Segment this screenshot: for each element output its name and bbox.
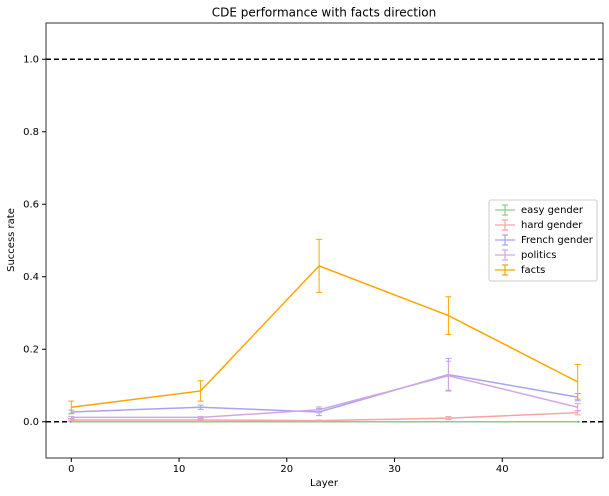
legend-label: easy gender: [521, 205, 584, 216]
error-bar: [68, 418, 75, 422]
y-tick-label: 0.0: [23, 417, 39, 428]
x-tick-label: 30: [388, 464, 401, 475]
series-line: [71, 264, 579, 408]
legend-swatch: [495, 204, 515, 216]
x-tick-label: 0: [68, 464, 74, 475]
chart-title: CDE performance with facts direction: [212, 6, 437, 20]
error-bar: [445, 296, 452, 335]
y-tick-label: 0.2: [23, 344, 39, 355]
error-bar: [445, 416, 452, 421]
error-bar: [574, 363, 581, 400]
error-bar: [316, 406, 323, 414]
legend: easy gender hard gender French gender polit…: [488, 199, 598, 282]
legend-label: facts: [521, 265, 545, 276]
legend-swatch: [495, 264, 515, 276]
legend-swatch: [495, 249, 515, 261]
x-tick-label: 40: [496, 464, 509, 475]
error-bar: [574, 403, 581, 412]
y-axis-label: Success rate: [6, 208, 17, 272]
y-tick-label: 0.4: [23, 272, 39, 283]
x-tick-label: 10: [173, 464, 186, 475]
error-bar: [68, 415, 75, 419]
error-bar: [197, 404, 204, 410]
error-bar: [316, 238, 323, 293]
legend-swatch: [495, 234, 515, 246]
x-tick-label: 20: [280, 464, 293, 475]
legend-label: French gender: [521, 235, 594, 246]
legend-label: hard gender: [521, 220, 583, 231]
y-tick-label: 0.8: [23, 127, 39, 138]
legend-swatch: [495, 219, 515, 231]
x-axis-label: Layer: [310, 478, 339, 489]
y-tick-label: 0.6: [23, 199, 39, 210]
error-bar: [197, 380, 204, 402]
legend-box: [488, 199, 598, 282]
error-bar: [197, 415, 204, 419]
error-bar: [68, 400, 75, 414]
y-tick-label: 1.0: [23, 54, 39, 65]
plot-frame: [45, 22, 604, 459]
legend-label: politics: [521, 250, 556, 261]
error-bar: [316, 419, 323, 422]
series-line: [71, 373, 578, 413]
error-bar: [445, 360, 452, 391]
